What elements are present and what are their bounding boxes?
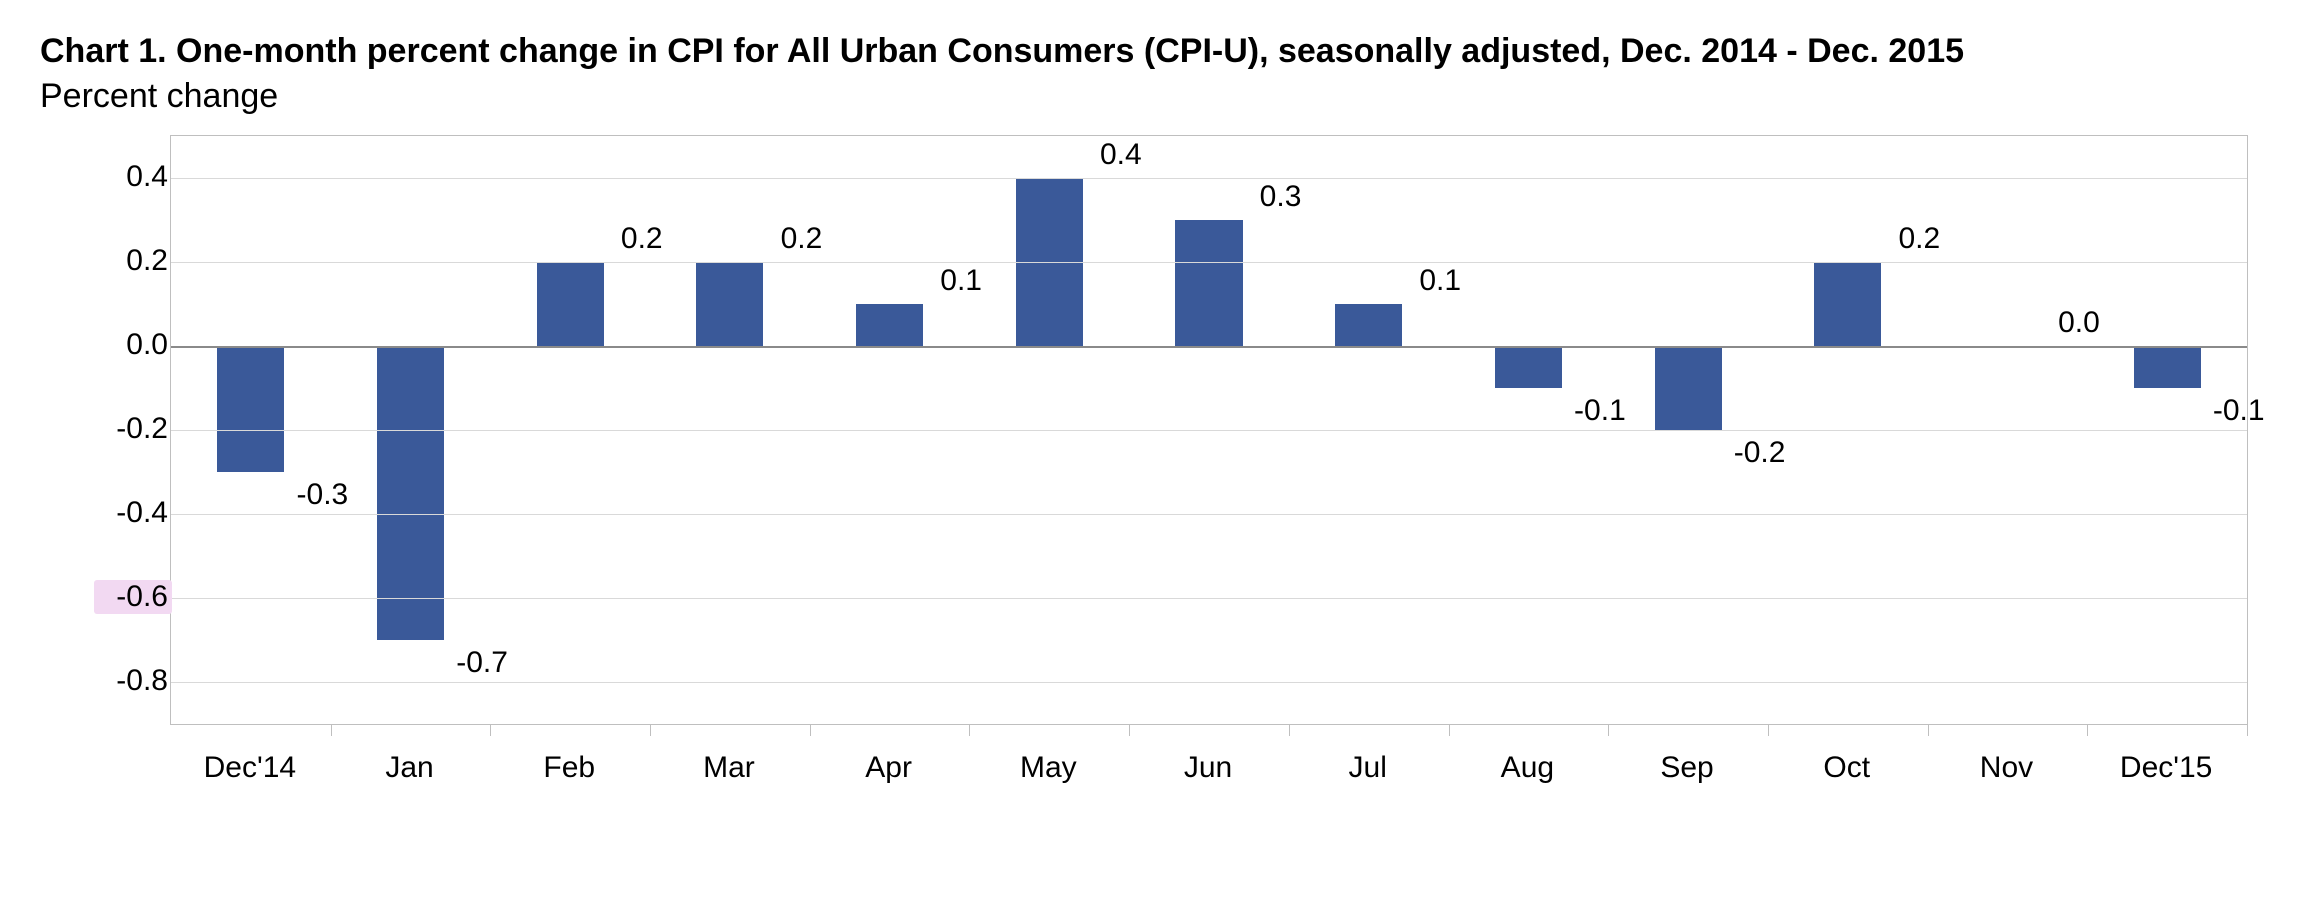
y-tick-label: 0.0 xyxy=(98,328,168,362)
zero-line xyxy=(171,346,2247,348)
bar xyxy=(1814,262,1881,346)
bar xyxy=(537,262,604,346)
x-tick-mark xyxy=(1768,724,1769,736)
chart-shell: -0.3 -0.7 0.2 0.2 0.1 0.4 0.3 0.1 -0.1 -0.2 0.2 0.0… xyxy=(90,135,2248,835)
x-category-label: Aug xyxy=(1501,751,1554,785)
x-tick-mark xyxy=(2247,724,2248,736)
plot-area: -0.3 -0.7 0.2 0.2 0.1 0.4 0.3 0.1 -0.1 -0.2 0.2 0.0… xyxy=(170,135,2248,725)
x-tick-mark xyxy=(331,724,332,736)
x-category-label: Feb xyxy=(543,751,595,785)
x-tick-mark xyxy=(969,724,970,736)
x-tick-mark xyxy=(2087,724,2088,736)
x-tick-mark xyxy=(1449,724,1450,736)
x-tick-mark xyxy=(810,724,811,736)
gridline xyxy=(171,178,2247,179)
bar-value-label: -0.7 xyxy=(456,646,508,680)
bar-value-label: -0.1 xyxy=(1574,394,1626,428)
bar xyxy=(1335,304,1402,346)
bar-value-label: -0.2 xyxy=(1734,436,1786,470)
x-tick-mark xyxy=(490,724,491,736)
bar xyxy=(217,346,284,472)
x-tick-mark xyxy=(1608,724,1609,736)
x-category-label: Oct xyxy=(1823,751,1870,785)
gridline xyxy=(171,262,2247,263)
bar-value-label: 0.2 xyxy=(621,222,663,256)
x-tick-mark xyxy=(1289,724,1290,736)
gridline xyxy=(171,430,2247,431)
bar-value-label: 0.0 xyxy=(2058,306,2100,340)
y-tick-label: -0.8 xyxy=(98,664,168,698)
x-tick-mark xyxy=(1129,724,1130,736)
bar-value-label: 0.1 xyxy=(940,264,982,298)
x-category-label: Jul xyxy=(1349,751,1387,785)
x-category-label: May xyxy=(1020,751,1077,785)
chart-container: Chart 1. One-month percent change in CPI… xyxy=(0,0,2308,903)
x-category-label: Nov xyxy=(1980,751,2033,785)
gridline xyxy=(171,682,2247,683)
gridline xyxy=(171,598,2247,599)
y-tick-label: -0.2 xyxy=(98,412,168,446)
bar-value-label: 0.2 xyxy=(1898,222,1940,256)
bar xyxy=(1175,220,1242,346)
x-tick-mark xyxy=(1928,724,1929,736)
x-tick-mark xyxy=(650,724,651,736)
bar-value-label: 0.3 xyxy=(1260,180,1302,214)
x-category-label: Jan xyxy=(385,751,433,785)
bar-value-label: 0.4 xyxy=(1100,138,1142,172)
chart-title: Chart 1. One-month percent change in CPI… xyxy=(40,30,2268,73)
x-category-label: Jun xyxy=(1184,751,1232,785)
y-tick-label: -0.6 xyxy=(94,580,172,614)
gridline xyxy=(171,514,2247,515)
x-category-label: Sep xyxy=(1660,751,1713,785)
y-tick-label: -0.4 xyxy=(98,496,168,530)
x-category-label: Mar xyxy=(703,751,755,785)
bar xyxy=(1495,346,1562,388)
bar xyxy=(1655,346,1722,430)
bar-value-label: 0.2 xyxy=(781,222,823,256)
x-category-label: Dec'15 xyxy=(2120,751,2212,785)
bar xyxy=(2134,346,2201,388)
y-tick-label: 0.2 xyxy=(98,244,168,278)
x-category-label: Apr xyxy=(865,751,912,785)
bar xyxy=(377,346,444,640)
chart-subtitle: Percent change xyxy=(40,75,2268,118)
bar-value-label: -0.1 xyxy=(2213,394,2265,428)
bar xyxy=(856,304,923,346)
bar xyxy=(696,262,763,346)
y-tick-label: 0.4 xyxy=(98,160,168,194)
x-category-label: Dec'14 xyxy=(204,751,296,785)
bar-value-label: -0.3 xyxy=(297,478,349,512)
bar-value-label: 0.1 xyxy=(1419,264,1461,298)
